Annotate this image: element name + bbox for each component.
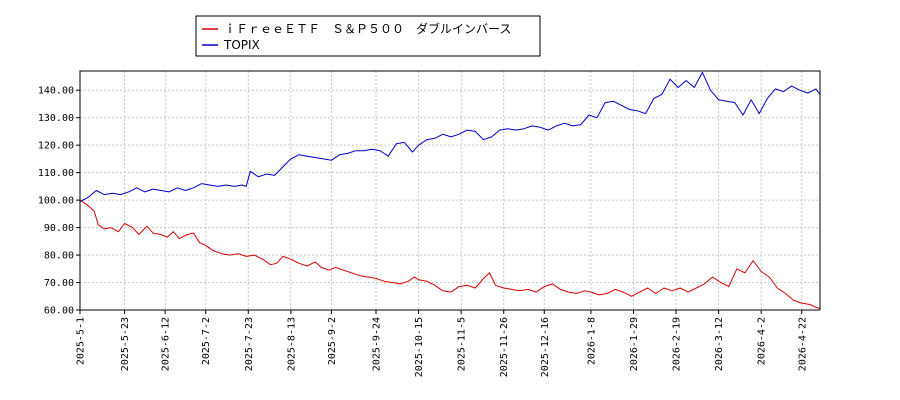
x-tick-label: 2025-8-13 [286,317,297,371]
x-tick-label: 2026-2-19 [672,317,683,371]
x-tick-label: 2026-4-22 [797,317,808,371]
y-axis: 60.00 70.00 80.00 90.00 100.00 110.00 120.00 13… [38,86,80,317]
series-lines [79,71,821,310]
legend-label-series-2: TOPIX [223,38,260,52]
x-tick-label: 2025-12-16 [540,317,551,377]
x-tick-label: 2025-7-2 [201,317,212,365]
x-tick-label: 2025-5-1 [76,317,87,365]
x-tick-label: 2025-9-24 [372,317,383,371]
x-tick-label: 2025-7-23 [244,317,255,371]
x-tick-label: 2026-3-12 [714,317,725,371]
x-axis: 2025-5-1 2025-5-23 2025-6-12 2025-7-2 2025-7… [76,310,808,377]
legend-box [195,15,541,57]
series-line-2 [79,71,821,202]
series-line-1 [79,199,821,310]
x-tick-label: 2025-11-5 [457,317,468,371]
y-tick-label: 100.00 [38,196,74,207]
x-tick-label: 2025-11-26 [499,317,510,377]
legend: ｉＦｒｅｅＥＴＦ Ｓ＆Ｐ５００ ダブルインバース TOPIX [195,15,541,57]
x-tick-label: 2026-1-29 [629,317,640,371]
x-tick-label: 2026-4-2 [757,317,768,365]
x-tick-label: 2026-1-8 [586,317,597,365]
legend-label-series-1: ｉＦｒｅｅＥＴＦ Ｓ＆Ｐ５００ ダブルインバース [224,21,511,36]
x-tick-label: 2025-9-2 [327,317,338,365]
y-tick-label: 60.00 [44,306,74,317]
x-tick-label: 2025-10-15 [414,317,425,377]
y-tick-label: 120.00 [38,141,74,152]
plot-frame [79,70,821,311]
y-tick-label: 110.00 [38,168,74,179]
y-tick-label: 90.00 [44,223,74,234]
y-tick-label: 80.00 [44,251,74,262]
y-tick-label: 130.00 [38,113,74,124]
grid [79,71,820,311]
x-tick-label: 2025-6-12 [161,317,172,371]
y-tick-label: 140.00 [38,86,74,97]
x-tick-label: 2025-5-23 [120,317,131,371]
y-tick-label: 70.00 [44,278,74,289]
